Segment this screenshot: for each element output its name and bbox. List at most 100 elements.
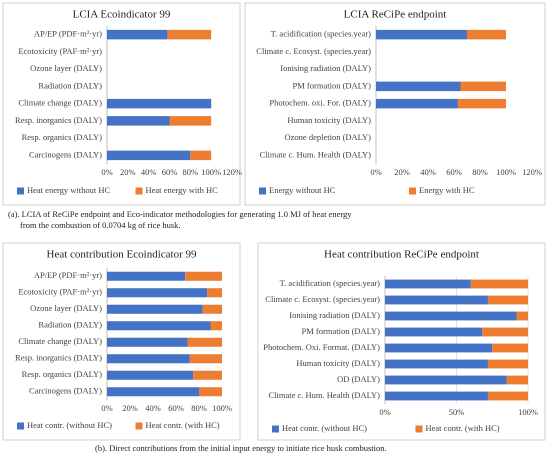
x-tick-label: 100%: [201, 167, 221, 177]
legend-swatch: [17, 187, 24, 195]
bar-segment: [107, 321, 211, 331]
bar-segment: [487, 295, 528, 305]
bar-segment: [107, 271, 186, 281]
x-tick-label: 40%: [141, 167, 157, 177]
bar-segment: [467, 29, 506, 40]
bar-segment: [457, 98, 506, 109]
legend-swatch: [259, 187, 266, 195]
bar-segment: [376, 98, 458, 109]
y-tick-label: Ozone layer (DALY): [30, 303, 102, 313]
legend-label: Heat contr. (without HC): [282, 423, 367, 433]
bar-segment: [107, 98, 212, 109]
y-tick-label: AP/EP (PDF·m²·yr): [34, 29, 102, 39]
x-tick-label: 60%: [446, 167, 462, 177]
bar-segment: [385, 359, 488, 369]
y-tick-label: Resp. organics (DALY): [22, 369, 103, 379]
bar-segment: [187, 337, 222, 347]
bar-segment: [487, 391, 528, 401]
bar-segment: [107, 150, 191, 161]
bar-segment: [190, 150, 212, 161]
bar-segment: [107, 29, 168, 40]
x-tick-label: 80%: [191, 403, 207, 413]
x-tick-label: 80%: [472, 167, 488, 177]
chart-title: LCIA Ecoindicator 99: [73, 9, 171, 21]
y-tick-label: Ozone layer (DALY): [30, 63, 102, 73]
y-tick-label: Climate c. Hum. Health (DALY): [268, 390, 380, 400]
x-tick-label: 100%: [212, 403, 232, 413]
x-tick-label: 40%: [145, 403, 161, 413]
legend-swatch: [272, 425, 279, 433]
bar-segment: [385, 375, 507, 385]
chart-title: Heat contribution ReCiPe endpoint: [324, 249, 479, 261]
x-tick-label: 100%: [496, 167, 516, 177]
y-tick-label: Ecotoxicity (PAF·m²·yr): [18, 287, 102, 297]
bar-segment: [470, 279, 528, 289]
bar-segment: [107, 288, 208, 298]
bar-segment: [385, 279, 471, 289]
y-tick-label: Photochem. Oxi. Format. (DALY): [263, 342, 380, 352]
chart-title: LCIA ReCiPe endpoint: [344, 9, 447, 21]
bar-segment: [107, 304, 203, 314]
bar-segment: [193, 370, 222, 380]
y-tick-label: T. acidification (species.year): [271, 29, 372, 39]
caption: (a). LCIA of ReCiPe endpoint and Eco-ind…: [8, 209, 352, 219]
x-tick-label: 0%: [370, 167, 381, 177]
y-tick-label: T. acidification (species.year): [280, 278, 381, 288]
x-tick-label: 20%: [394, 167, 410, 177]
bar-segment: [487, 359, 528, 369]
bar-segment: [185, 271, 222, 281]
bar-segment: [107, 354, 190, 364]
bar-segment: [506, 375, 528, 385]
legend-swatch: [415, 425, 423, 433]
legend-swatch: [135, 187, 143, 195]
x-tick-label: 60%: [168, 403, 184, 413]
bar-segment: [516, 311, 528, 321]
x-tick-label: 20%: [122, 403, 138, 413]
bar-segment: [492, 343, 528, 353]
bar-segment: [460, 81, 506, 92]
x-tick-label: 60%: [162, 167, 178, 177]
bar-segment: [202, 304, 222, 314]
y-tick-label: Radiation (DALY): [38, 320, 102, 330]
x-tick-label: 100%: [518, 407, 538, 417]
y-tick-label: PM formation (DALY): [293, 80, 372, 90]
caption: (b). Direct contributions from the initi…: [95, 443, 387, 453]
bar-segment: [376, 29, 467, 40]
y-tick-label: OD (DALY): [337, 374, 380, 384]
legend-label: Energy with HC: [419, 185, 475, 195]
y-tick-label: Climate change (DALY): [18, 336, 102, 346]
y-tick-label: Ionising radiation (DALY): [280, 63, 371, 73]
x-tick-label: 0%: [379, 407, 390, 417]
caption: from the combustion of 0.0704 kg of rice…: [20, 220, 181, 230]
legend-label: Heat contr. (with HC): [426, 423, 500, 433]
y-tick-label: Carcinogens (DALY): [29, 149, 102, 159]
legend-label: Heat contr. (with HC): [146, 420, 220, 430]
y-tick-label: Resp. organics (DALY): [22, 132, 103, 142]
legend-label: Heat energy without HC: [27, 185, 111, 195]
x-tick-label: 0%: [101, 403, 112, 413]
bar-segment: [385, 391, 488, 401]
chart-title: Heat contribution Ecoindicator 99: [47, 249, 197, 261]
y-tick-label: Human toxicity (DALY): [296, 358, 380, 368]
legend-swatch: [17, 422, 24, 430]
x-tick-label: 40%: [420, 167, 436, 177]
bar-segment: [207, 288, 222, 298]
x-tick-label: 80%: [183, 167, 199, 177]
y-tick-label: Ecotoxicity (PAF·m²·yr): [18, 46, 102, 56]
y-tick-label: Climate c. Ecosyst. (species.year): [256, 46, 371, 56]
bar-segment: [210, 321, 222, 331]
x-tick-label: 120%: [222, 167, 242, 177]
y-tick-label: Ozone depletion (DALY): [285, 132, 372, 142]
y-tick-label: AP/EP (PDF·m²·yr): [34, 270, 102, 280]
y-tick-label: Ionising radiation (DALY): [289, 310, 380, 320]
legend-label: Energy without HC: [269, 185, 336, 195]
y-tick-label: Climate change (DALY): [18, 98, 102, 108]
bar-segment: [107, 387, 199, 397]
x-tick-label: 0%: [101, 167, 112, 177]
bar-segment: [385, 311, 517, 321]
bar-segment: [167, 29, 212, 40]
y-tick-label: Resp. inorganics (DALY): [15, 353, 102, 363]
y-tick-label: PM formation (DALY): [302, 326, 381, 336]
bar-segment: [482, 327, 528, 337]
